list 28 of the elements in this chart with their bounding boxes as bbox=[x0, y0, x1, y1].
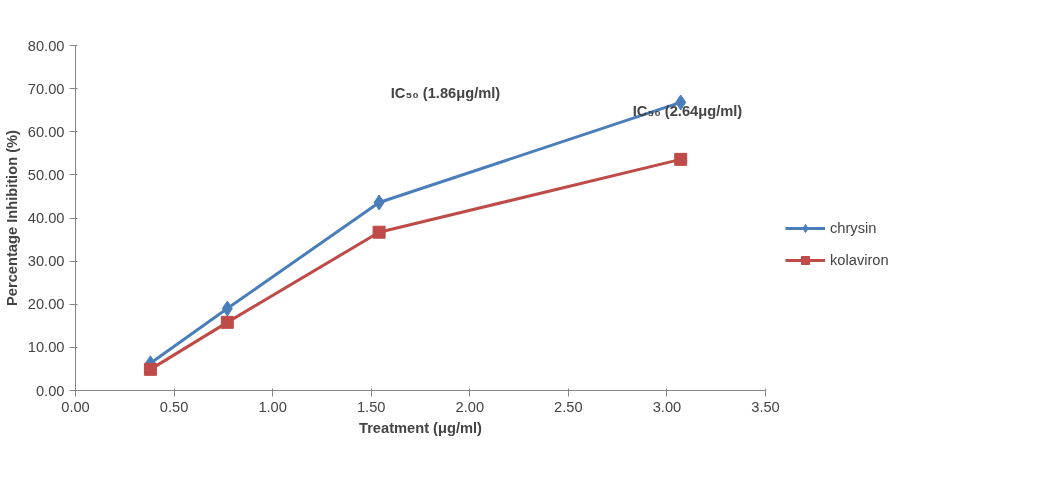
annotation: IC₅₀ (1.86μg/ml) bbox=[390, 84, 501, 101]
y-tick-label: 40.00 bbox=[27, 210, 65, 226]
legend-label: kolaviron bbox=[830, 252, 889, 268]
y-tick-label: 30.00 bbox=[27, 253, 65, 270]
point bbox=[221, 300, 233, 317]
x-tick-label: 3.00 bbox=[652, 398, 682, 415]
point bbox=[373, 194, 385, 211]
x-tick-label: 1.50 bbox=[356, 398, 386, 415]
x-tick-label: 2.50 bbox=[554, 398, 583, 415]
x-tick-label: 0.00 bbox=[61, 398, 90, 415]
y-tick-label: 20.00 bbox=[27, 296, 65, 313]
x-tick-label: 3.50 bbox=[751, 398, 780, 415]
point bbox=[372, 225, 386, 239]
y-tick-label: 50.00 bbox=[27, 166, 65, 183]
x-tick-label: 2.00 bbox=[455, 398, 485, 415]
legend-label: chrysin bbox=[830, 220, 877, 236]
y-tick-label: 10.00 bbox=[27, 339, 65, 356]
y-tick-label: 80.00 bbox=[27, 37, 65, 54]
point bbox=[674, 152, 688, 166]
y-tick-label: 60.00 bbox=[27, 123, 65, 140]
x-axis-title: Treatment (μg/ml) bbox=[359, 419, 483, 436]
y-tick-label: 70.00 bbox=[27, 80, 65, 97]
y-tick-label: 0.00 bbox=[35, 382, 65, 399]
x-tick-label: 1.00 bbox=[258, 398, 287, 415]
x-tick-label: 0.50 bbox=[159, 398, 189, 415]
y-axis-title: Percentage Inhibition (%) bbox=[3, 129, 20, 306]
point bbox=[220, 315, 234, 329]
point bbox=[143, 362, 157, 376]
